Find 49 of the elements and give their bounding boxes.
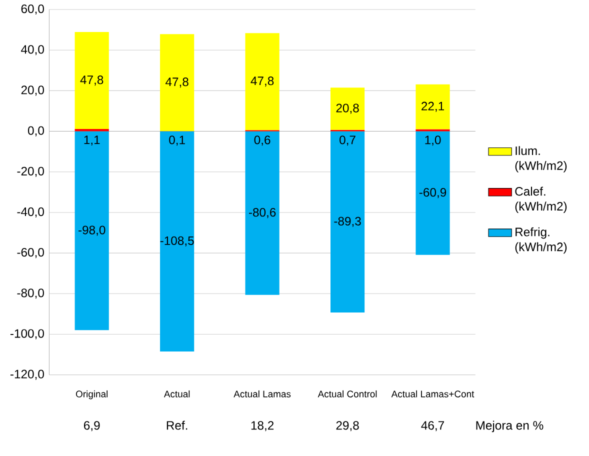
bar [245,131,280,296]
text: Mejora en % [476,420,544,432]
data-label: 47,8 [166,78,188,88]
data-label: 47,8 [80,76,104,86]
x-tick-label: Actual Lamas [234,390,291,398]
y-tick-label: 20,0 [21,86,44,96]
data-label: -60,9 [419,188,446,198]
data-label: 1,1 [84,136,100,146]
data-label: 0,6 [254,136,270,146]
data-label: 20,8 [336,104,359,114]
y-tick-label: -100,0 [10,329,44,340]
legend-label: Refrig. (kWh/m2) [515,228,567,254]
text: 6,9 [84,421,100,432]
x-tick-label: Actual Lamas+Cont [391,390,474,398]
data-label: -89,3 [334,217,361,228]
data-label: 22,1 [422,102,444,112]
data-label: 1,0 [425,136,441,146]
text: 29,8 [336,421,359,432]
bar [74,131,109,330]
bar [416,84,450,130]
y-tick-label: 40,0 [21,45,44,56]
x-tick-label: Actual [164,390,190,398]
y-tick-label: -20,0 [17,167,44,178]
bar [74,32,109,130]
x-tick-label: Actual Control [318,390,377,398]
bar [160,34,194,132]
data-label: 0,7 [340,136,356,146]
data-label: -98,0 [78,226,106,236]
bar [330,88,365,130]
text: Ref. [166,421,188,430]
bar [160,131,194,352]
x-tick-label: Original [76,390,108,400]
y-tick-label: -120,0 [10,370,44,380]
y-tick-label: 60,0 [21,4,44,15]
y-tick-label: 0,0 [28,126,44,137]
bar [330,131,365,313]
data-label: -108,5 [160,236,194,247]
legend-label: Ilum. (kWh/m2) [515,146,567,173]
y-tick-label: -60,0 [17,248,44,258]
data-label: -80,6 [248,208,276,218]
y-tick-label: -80,0 [17,288,44,299]
legend-label: Calef. (kWh/m2) [515,186,567,214]
text: 18,2 [251,421,274,432]
y-tick-label: -40,0 [17,208,44,218]
text: 46,7 [421,421,444,432]
bar [416,131,450,256]
data-label: 0,1 [169,136,185,146]
bar [245,33,280,130]
data-label: 47,8 [250,76,274,87]
